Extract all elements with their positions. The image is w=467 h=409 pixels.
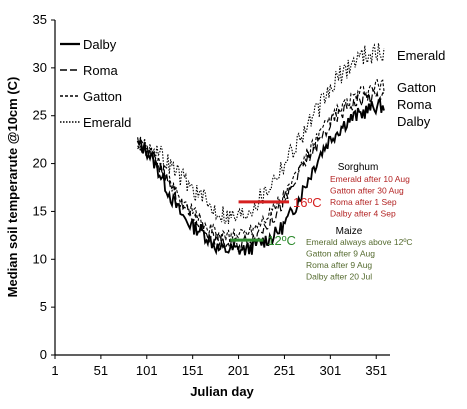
legend: Dalby Roma Gatton Emerald bbox=[60, 37, 131, 130]
annotation-line: Dalby after 20 Jul bbox=[306, 272, 372, 282]
annotation-line: Dalby after 4 Sep bbox=[330, 209, 396, 219]
end-label-gatton: Gatton bbox=[397, 80, 436, 95]
legend-label-dalby: Dalby bbox=[83, 37, 117, 52]
legend-label-gatton: Gatton bbox=[83, 89, 122, 104]
x-tick-label: 251 bbox=[274, 363, 296, 378]
x-ticks: 1 51 101 151 201 251 301 351 bbox=[51, 355, 387, 378]
annotation-line: Emerald always above 12ºC bbox=[306, 237, 413, 247]
x-tick-label: 201 bbox=[228, 363, 250, 378]
threshold-label-16: 16ºC bbox=[293, 195, 322, 210]
y-tick-label: 35 bbox=[33, 12, 47, 27]
end-label-emerald: Emerald bbox=[397, 48, 445, 63]
x-tick-label: 301 bbox=[319, 363, 341, 378]
annotation-line: Roma after 9 Aug bbox=[306, 260, 372, 270]
x-tick-label: 151 bbox=[182, 363, 204, 378]
plot-lines bbox=[136, 43, 385, 256]
y-tick-label: 5 bbox=[40, 299, 47, 314]
legend-label-emerald: Emerald bbox=[83, 115, 131, 130]
axes bbox=[54, 20, 390, 356]
threshold-markers: 16ºC 12ºC bbox=[230, 195, 322, 248]
annotation-line: Emerald after 10 Aug bbox=[330, 174, 410, 184]
y-tick-label: 20 bbox=[33, 156, 47, 171]
y-tick-label: 15 bbox=[33, 203, 47, 218]
end-label-roma: Roma bbox=[397, 97, 432, 112]
x-tick-label: 51 bbox=[94, 363, 108, 378]
series-end-labels: Emerald Gatton Roma Dalby bbox=[397, 48, 445, 129]
y-tick-label: 25 bbox=[33, 108, 47, 123]
annotation-line: Gatton after 9 Aug bbox=[306, 249, 375, 259]
end-label-dalby: Dalby bbox=[397, 114, 431, 129]
annotation-line: Roma after 1 Sep bbox=[330, 197, 397, 207]
annotation-title-sorghum: Sorghum bbox=[338, 162, 379, 173]
x-axis-title: Julian day bbox=[190, 384, 254, 399]
x-tick-label: 351 bbox=[365, 363, 387, 378]
series-line-gatton bbox=[137, 78, 385, 244]
y-ticks: 0 5 10 15 20 25 30 35 bbox=[33, 12, 55, 362]
legend-label-roma: Roma bbox=[83, 63, 118, 78]
x-tick-label: 1 bbox=[51, 363, 58, 378]
y-tick-label: 0 bbox=[40, 347, 47, 362]
series-line-dalby bbox=[136, 95, 385, 256]
y-axis-title: Median soil temperarute @10cm (C) bbox=[5, 77, 20, 298]
y-tick-label: 30 bbox=[33, 60, 47, 75]
x-tick-label: 101 bbox=[136, 363, 158, 378]
annotation-line: Gatton after 30 Aug bbox=[330, 186, 404, 196]
threshold-label-12: 12ºC bbox=[267, 233, 296, 248]
annotation-title-maize: Maize bbox=[336, 226, 363, 237]
y-tick-label: 10 bbox=[33, 251, 47, 266]
series-line-roma bbox=[137, 87, 385, 253]
